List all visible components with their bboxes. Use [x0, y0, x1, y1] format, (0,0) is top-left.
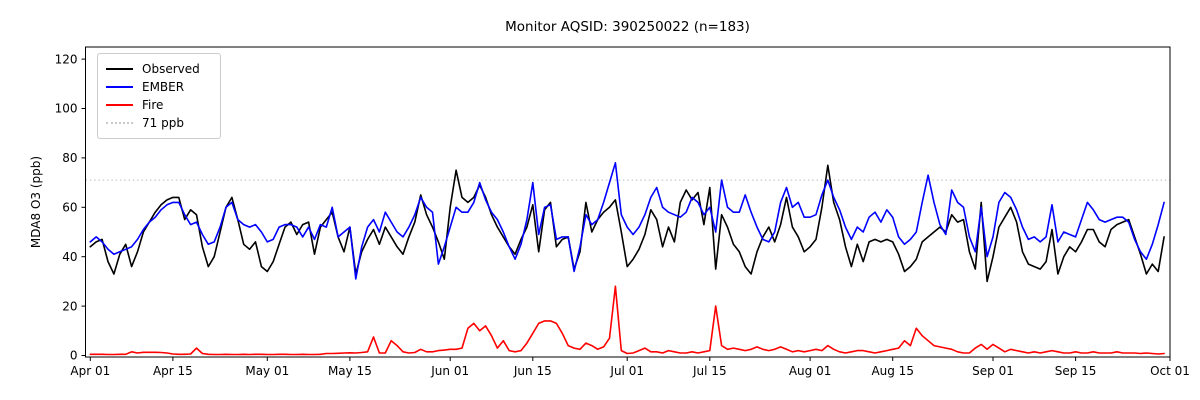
x-tick-label: Sep 01: [972, 364, 1014, 378]
series-line-observed: [89, 164, 1165, 283]
legend-line-sample: [106, 68, 133, 70]
x-tick-label: Jun 01: [430, 364, 469, 378]
series-line-ember: [89, 162, 1165, 280]
legend-item: Observed: [106, 60, 210, 78]
legend-item: Fire: [106, 96, 210, 114]
legend-label: EMBER: [142, 80, 185, 94]
y-tick-label: 40: [62, 250, 77, 264]
chart-title: Monitor AQSID: 390250022 (n=183): [505, 19, 750, 35]
x-tick-label: Jul 01: [609, 364, 644, 378]
y-tick-label: 0: [70, 349, 78, 363]
legend-label: Fire: [142, 98, 164, 112]
y-axis-label: MDA8 O3 (ppb): [29, 155, 43, 249]
series-line-fire: [89, 285, 1165, 356]
plot-border: [85, 46, 1171, 358]
y-tick-label: 100: [55, 102, 78, 116]
x-tick-label: Apr 01: [70, 364, 110, 378]
y-tick-label: 20: [62, 299, 77, 313]
legend-line-sample: [106, 104, 133, 106]
x-tick-label: Aug 01: [789, 364, 832, 378]
y-tick-label: 120: [55, 52, 78, 66]
x-tick-label: Oct 01: [1150, 364, 1190, 378]
legend-item: EMBER: [106, 78, 210, 96]
x-tick-label: Jun 15: [513, 364, 552, 378]
y-tick-label: 60: [62, 201, 77, 215]
y-tick-label: 80: [62, 151, 77, 165]
x-tick-label: May 01: [245, 364, 289, 378]
x-tick-label: Sep 15: [1055, 364, 1097, 378]
legend-item: 71 ppb: [106, 114, 210, 132]
x-tick-label: Jul 15: [692, 364, 727, 378]
legend-line-sample: [106, 122, 133, 124]
x-tick-label: Aug 15: [871, 364, 914, 378]
x-tick-label: Apr 15: [153, 364, 193, 378]
legend-line-sample: [106, 86, 133, 88]
legend-label: Observed: [142, 62, 200, 76]
legend-label: 71 ppb: [142, 116, 184, 130]
x-tick-label: May 15: [328, 364, 372, 378]
legend: Observed EMBER Fire 71 ppb: [97, 53, 221, 139]
